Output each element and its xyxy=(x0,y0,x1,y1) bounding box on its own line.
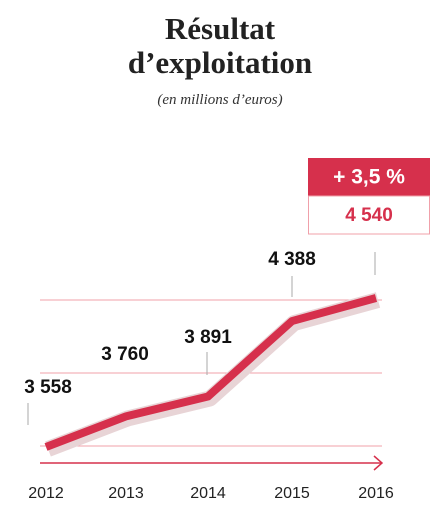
x-tick-label: 2012 xyxy=(28,485,64,502)
annotation: + 3,5 % xyxy=(333,166,405,189)
x-tick-label: 2014 xyxy=(190,485,226,502)
x-tick-label: 2015 xyxy=(274,485,310,502)
annotation-box xyxy=(308,158,430,196)
value-label: 4 388 xyxy=(268,249,316,270)
value-label: 3 558 xyxy=(24,377,72,398)
x-tick-label: 2013 xyxy=(108,485,144,502)
line xyxy=(44,294,378,451)
value-label: 4 540 xyxy=(345,205,393,226)
value-label: 3 760 xyxy=(101,344,149,365)
chart-subtitle: (en millions d’euros) xyxy=(157,92,283,108)
chart-title: Résultat d’exploitation xyxy=(127,11,313,80)
axis-arrow xyxy=(373,455,384,471)
x-tick-label: 2016 xyxy=(358,485,394,502)
value-box xyxy=(308,195,430,235)
value-label: 3 891 xyxy=(184,327,232,348)
